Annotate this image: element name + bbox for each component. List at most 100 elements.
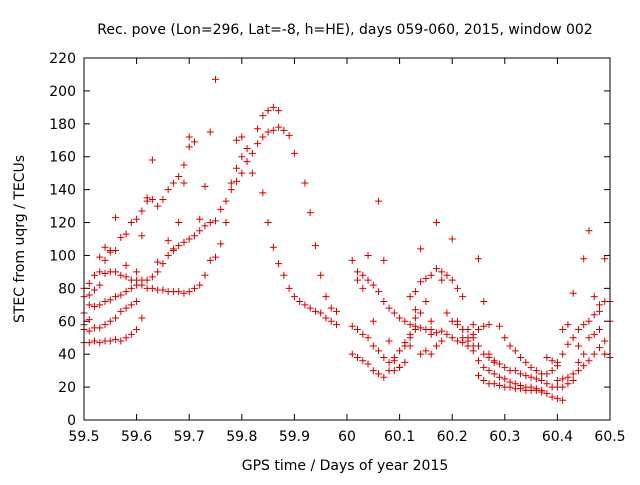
data-point [585,317,593,325]
data-point [464,342,472,350]
data-point [148,284,156,292]
data-point [385,337,393,345]
data-point [285,131,293,139]
data-point [248,169,256,177]
data-point [601,255,609,263]
data-point [485,321,493,329]
data-point [411,326,419,333]
data-point [595,344,603,352]
data-point [485,367,493,375]
data-point [112,268,120,276]
data-point [401,317,409,325]
data-point [85,279,93,287]
data-point [85,291,93,299]
data-point [438,276,446,284]
data-point [385,358,393,366]
x-tick-label: 59.7 [174,429,205,445]
data-point [332,307,340,315]
data-point [506,342,514,350]
data-point [222,219,230,227]
x-tick-label: 60.1 [384,429,415,445]
data-point [511,367,519,375]
data-point [148,273,156,281]
data-point [254,140,262,148]
data-point [432,265,440,273]
data-point [396,314,404,322]
data-point [601,337,609,345]
data-point [91,302,99,310]
data-point [501,363,509,371]
y-tick-label: 180 [49,117,76,133]
data-point [438,337,446,345]
data-point [106,337,114,345]
data-point [143,276,151,284]
data-point [127,330,135,338]
data-point [501,334,509,342]
data-point [138,314,146,322]
data-point [422,274,430,282]
data-point [590,293,598,301]
data-point [159,286,167,294]
y-tick-label: 140 [49,183,76,199]
data-point [496,360,504,368]
y-tick-label: 80 [58,281,76,297]
data-point [96,339,104,347]
data-point [532,375,540,383]
data-point [564,321,572,329]
data-point [590,330,598,338]
data-point [290,149,298,157]
data-point [311,242,319,250]
data-point [543,353,551,361]
data-point [280,126,288,134]
data-point [411,306,419,314]
data-point [564,380,572,388]
data-point [496,381,504,389]
y-tick-label: 0 [67,413,76,429]
data-point [559,396,567,404]
data-point [327,317,335,325]
data-point [259,133,267,141]
data-point [569,334,577,342]
data-point [269,243,277,251]
data-point [427,271,435,279]
data-point [85,316,93,324]
data-point [269,103,277,111]
data-point [522,358,530,366]
data-point [217,240,225,248]
data-point [585,357,593,365]
data-point [475,255,482,263]
data-point [475,326,482,333]
data-point [101,298,109,306]
data-point [169,179,177,187]
data-point [453,284,461,292]
data-point [548,357,556,365]
data-point [117,337,125,345]
data-point [490,380,498,388]
data-point [243,145,251,152]
data-point [154,258,162,266]
data-point [417,324,425,332]
data-point [233,136,241,144]
data-point [432,329,440,337]
y-tick-label: 100 [49,248,76,264]
data-point [348,350,356,358]
data-point [196,281,204,289]
data-point [427,330,435,338]
data-point [580,350,588,358]
data-point [91,286,99,294]
data-point [369,317,377,325]
data-point [543,380,551,388]
data-point [175,219,183,227]
data-point [117,233,125,241]
data-point [417,278,425,286]
data-point [85,327,93,335]
data-point [590,350,598,358]
data-point [511,347,519,355]
data-point [548,393,556,401]
data-point [517,370,525,378]
x-tick-label: 59.5 [68,429,99,445]
data-point [185,143,193,151]
data-point [154,268,162,276]
data-point [143,194,151,202]
